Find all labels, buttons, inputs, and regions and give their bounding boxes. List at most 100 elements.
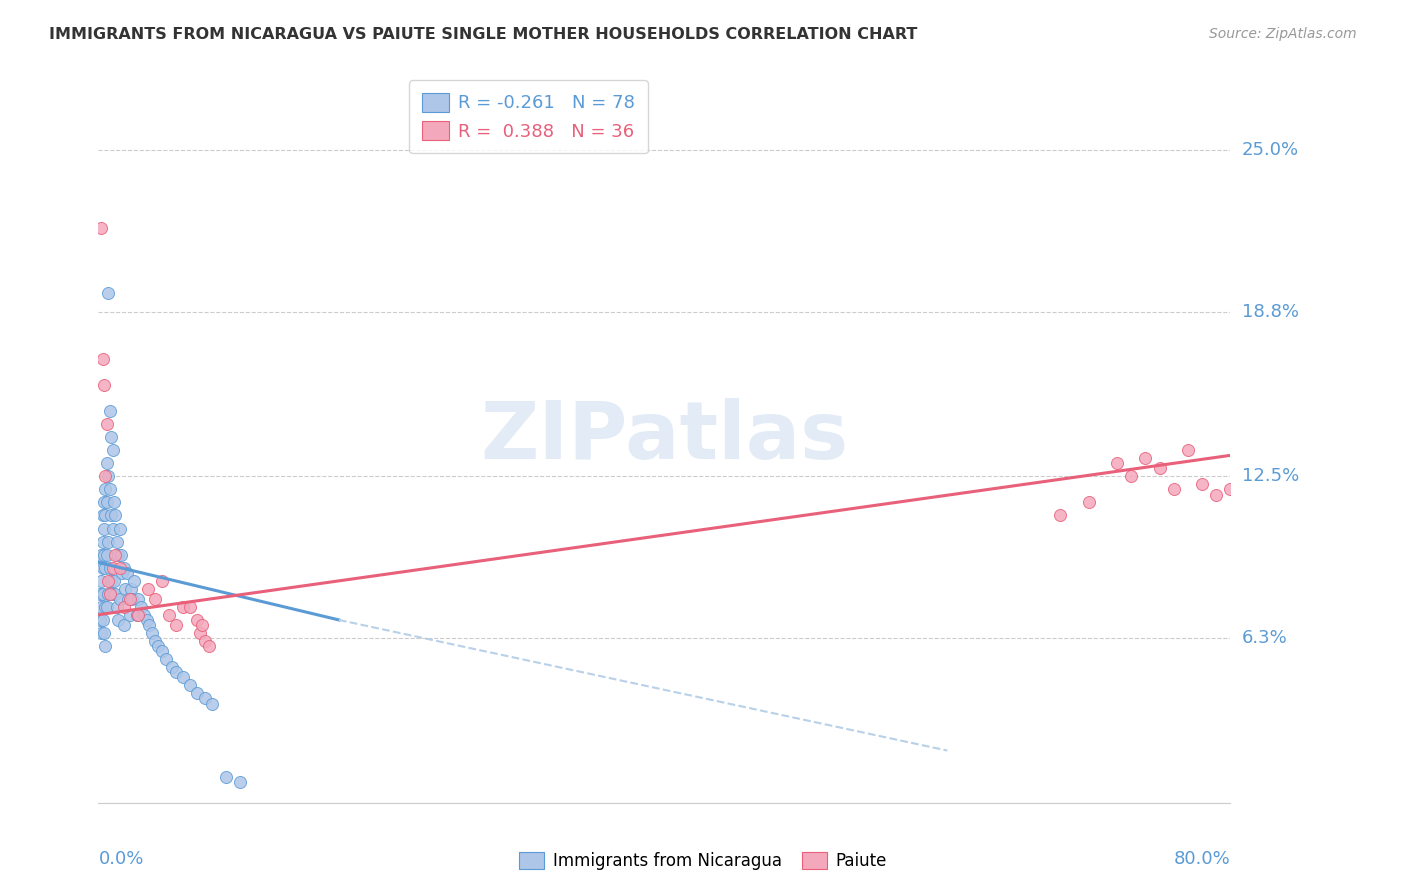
Point [143, 592, 166, 607]
Point [91, 613, 114, 627]
Point [172, 599, 194, 614]
Text: 80.0%: 80.0% [1174, 850, 1230, 868]
Point [104, 587, 127, 601]
Point [197, 639, 219, 653]
Point [125, 607, 148, 622]
Point [96, 548, 118, 562]
Point [135, 613, 157, 627]
Point [127, 607, 149, 622]
Point [172, 670, 194, 684]
Point [90, 599, 112, 614]
Point [165, 618, 187, 632]
Point [100, 574, 122, 588]
Text: 12.5%: 12.5% [1241, 467, 1299, 485]
Point [150, 644, 173, 658]
Text: Source: ZipAtlas.com: Source: ZipAtlas.com [1209, 27, 1357, 41]
Point [1191, 477, 1213, 491]
Point [112, 599, 135, 614]
Point [141, 626, 163, 640]
Point [94, 508, 117, 523]
Point [1135, 450, 1157, 465]
Point [89, 613, 111, 627]
Point [96, 599, 118, 614]
Point [96, 456, 118, 470]
Point [94, 560, 117, 574]
Point [190, 618, 212, 632]
Point [118, 592, 141, 607]
Point [229, 775, 252, 789]
Point [136, 582, 159, 596]
Point [1163, 483, 1185, 497]
Point [91, 534, 114, 549]
Point [112, 560, 135, 574]
Point [96, 495, 118, 509]
Text: 18.8%: 18.8% [1241, 302, 1299, 321]
Legend: Immigrants from Nicaragua, Paiute: Immigrants from Nicaragua, Paiute [513, 845, 893, 877]
Point [103, 574, 125, 588]
Point [90, 221, 112, 235]
Point [97, 286, 120, 301]
Point [100, 508, 122, 523]
Point [105, 534, 128, 549]
Text: 0.0%: 0.0% [98, 850, 143, 868]
Point [179, 678, 201, 692]
Point [155, 652, 177, 666]
Point [179, 599, 201, 614]
Point [129, 599, 152, 614]
Point [90, 626, 112, 640]
Point [111, 566, 134, 580]
Point [98, 483, 121, 497]
Point [115, 566, 138, 580]
Point [112, 618, 135, 632]
Point [104, 548, 127, 562]
Point [101, 521, 124, 535]
Point [108, 560, 131, 574]
Point [93, 377, 115, 392]
Point [114, 582, 136, 596]
Point [103, 495, 125, 509]
Point [101, 443, 124, 458]
Point [118, 607, 141, 622]
Point [127, 592, 149, 607]
Point [122, 574, 145, 588]
Point [1149, 461, 1171, 475]
Point [93, 521, 115, 535]
Point [101, 587, 124, 601]
Point [93, 548, 115, 562]
Point [97, 587, 120, 601]
Point [105, 599, 128, 614]
Point [94, 599, 117, 614]
Point [165, 665, 187, 680]
Point [1107, 456, 1129, 470]
Point [138, 618, 160, 632]
Point [104, 508, 127, 523]
Point [97, 534, 120, 549]
Point [121, 592, 143, 607]
Point [94, 483, 117, 497]
Text: IMMIGRANTS FROM NICARAGUA VS PAIUTE SINGLE MOTHER HOUSEHOLDS CORRELATION CHART: IMMIGRANTS FROM NICARAGUA VS PAIUTE SING… [49, 27, 918, 42]
Point [186, 686, 208, 700]
Point [146, 639, 169, 653]
Legend: R = -0.261   N = 78, R =  0.388   N = 36: R = -0.261 N = 78, R = 0.388 N = 36 [409, 80, 648, 153]
Point [98, 560, 121, 574]
Point [89, 587, 111, 601]
Point [90, 574, 112, 588]
Point [157, 607, 180, 622]
Point [107, 548, 129, 562]
Point [132, 607, 155, 622]
Point [94, 639, 117, 653]
Point [1205, 487, 1227, 501]
Point [101, 560, 124, 574]
Point [150, 574, 173, 588]
Point [97, 574, 120, 588]
Point [110, 548, 132, 562]
Point [120, 582, 142, 596]
Point [98, 587, 121, 601]
Point [1177, 443, 1199, 458]
Point [107, 613, 129, 627]
Point [91, 351, 114, 366]
Point [108, 592, 131, 607]
Text: 6.3%: 6.3% [1241, 629, 1288, 648]
Point [1049, 508, 1071, 523]
Point [117, 592, 139, 607]
